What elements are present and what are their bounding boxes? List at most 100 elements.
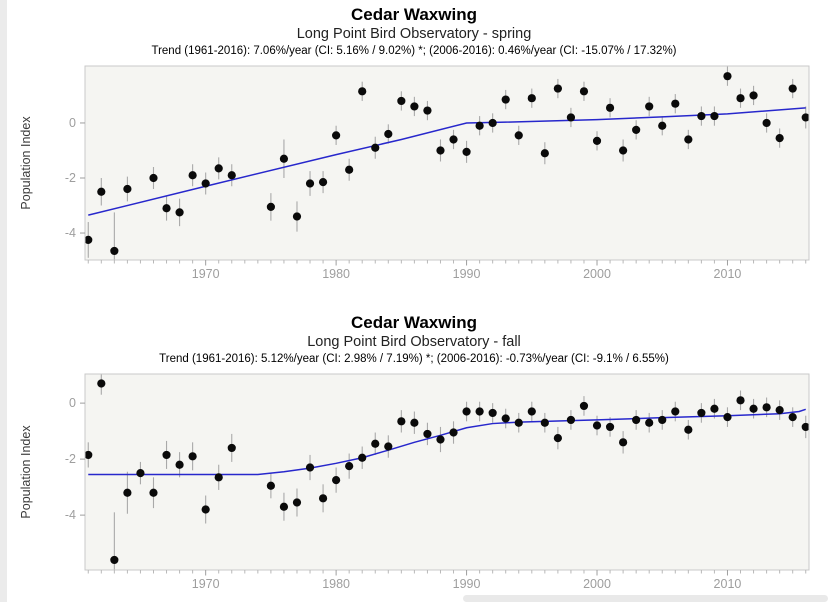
data-point — [123, 488, 132, 497]
y-tick-label: -2 — [65, 171, 76, 185]
data-point — [201, 505, 210, 514]
plot-area — [84, 65, 810, 261]
data-point — [188, 452, 197, 461]
data-point — [592, 136, 602, 145]
data-point — [527, 94, 536, 103]
data-point — [488, 408, 497, 418]
data-point — [136, 469, 145, 478]
data-point — [684, 425, 693, 434]
data-point — [736, 396, 745, 405]
data-point — [553, 84, 562, 93]
data-point — [645, 102, 654, 111]
y-tick-label: -2 — [65, 452, 76, 466]
data-point — [736, 94, 745, 103]
data-point — [371, 439, 380, 448]
data-point — [566, 415, 576, 425]
data-point — [345, 165, 354, 174]
trend-annotation: Trend (1961-2016): 7.06%/year (CI: 5.16%… — [151, 45, 677, 57]
data-point — [85, 235, 93, 245]
data-point — [632, 415, 641, 425]
data-point — [645, 418, 654, 427]
data-point — [332, 476, 341, 485]
chart-title: Cedar Waxwing — [351, 313, 477, 332]
plot-contents — [85, 66, 809, 260]
data-point — [266, 481, 275, 490]
y-tick-label: 0 — [69, 116, 76, 130]
plot-contents — [85, 374, 809, 570]
chart-subtitle: Long Point Bird Observatory - fall — [307, 334, 521, 350]
data-point — [801, 422, 809, 432]
horizontal-scrollbar-thumb[interactable] — [463, 595, 828, 602]
y-tick-label: 0 — [69, 396, 76, 410]
fall-chart-header: Cedar Waxwing Long Point Bird Observator… — [0, 312, 828, 367]
data-point — [501, 414, 510, 423]
y-tick-label: -4 — [65, 226, 76, 240]
data-point — [85, 450, 93, 460]
data-point — [605, 422, 615, 432]
data-point — [214, 473, 223, 482]
data-point — [149, 488, 158, 497]
x-tick-label: 1990 — [453, 267, 481, 281]
data-point — [788, 84, 797, 93]
data-point — [762, 403, 771, 412]
data-point — [684, 135, 693, 144]
data-point — [749, 404, 758, 413]
data-point — [619, 146, 628, 155]
x-tick-label: 2000 — [583, 577, 611, 591]
data-point — [462, 407, 471, 416]
data-point — [423, 106, 432, 115]
left-gutter — [0, 0, 7, 602]
data-point — [384, 442, 393, 451]
y-axis-label: Population Index — [19, 116, 33, 210]
data-point — [410, 418, 419, 427]
data-point — [632, 125, 641, 134]
data-point — [579, 401, 589, 411]
data-point — [201, 179, 210, 188]
x-tick-label: 2010 — [714, 577, 742, 591]
data-point — [371, 143, 380, 152]
data-point — [749, 91, 758, 100]
data-point — [266, 202, 275, 211]
data-point — [410, 102, 419, 111]
data-point — [175, 460, 184, 469]
data-point — [227, 171, 236, 180]
data-point — [488, 118, 497, 128]
data-point — [788, 413, 797, 422]
chart-subtitle: Long Point Bird Observatory - spring — [296, 26, 532, 42]
data-point — [214, 164, 223, 173]
data-point — [514, 131, 523, 140]
data-point — [318, 494, 328, 503]
data-point — [449, 135, 458, 144]
data-point — [175, 208, 184, 217]
x-tick-label: 1970 — [192, 577, 220, 591]
spring-scatter-plot: 1970 1980 1990 2000 2010 0 -2 -4 Population Inde… — [19, 65, 810, 281]
spring-chart-header: Cedar Waxwing Long Point Bird Observator… — [0, 4, 828, 59]
data-point — [279, 502, 289, 511]
data-point — [723, 413, 732, 422]
data-point — [436, 146, 445, 155]
data-point — [801, 113, 809, 122]
data-point — [475, 407, 484, 416]
data-point — [345, 462, 354, 471]
data-point — [397, 96, 406, 106]
x-tick-label: 2000 — [583, 267, 611, 281]
data-point — [97, 187, 106, 196]
data-point — [775, 133, 784, 143]
data-point — [123, 184, 132, 194]
data-point — [501, 95, 510, 104]
x-tick-label: 1980 — [322, 577, 350, 591]
data-point — [658, 415, 667, 425]
data-point — [579, 87, 589, 96]
data-point — [110, 555, 119, 565]
data-point — [475, 121, 484, 130]
data-point — [436, 435, 445, 444]
data-point — [605, 103, 615, 112]
data-point — [592, 421, 602, 430]
data-point — [723, 72, 732, 81]
data-point — [671, 99, 680, 108]
data-point — [358, 453, 367, 462]
data-point — [710, 404, 719, 413]
data-point — [553, 434, 562, 443]
data-point — [292, 212, 302, 221]
